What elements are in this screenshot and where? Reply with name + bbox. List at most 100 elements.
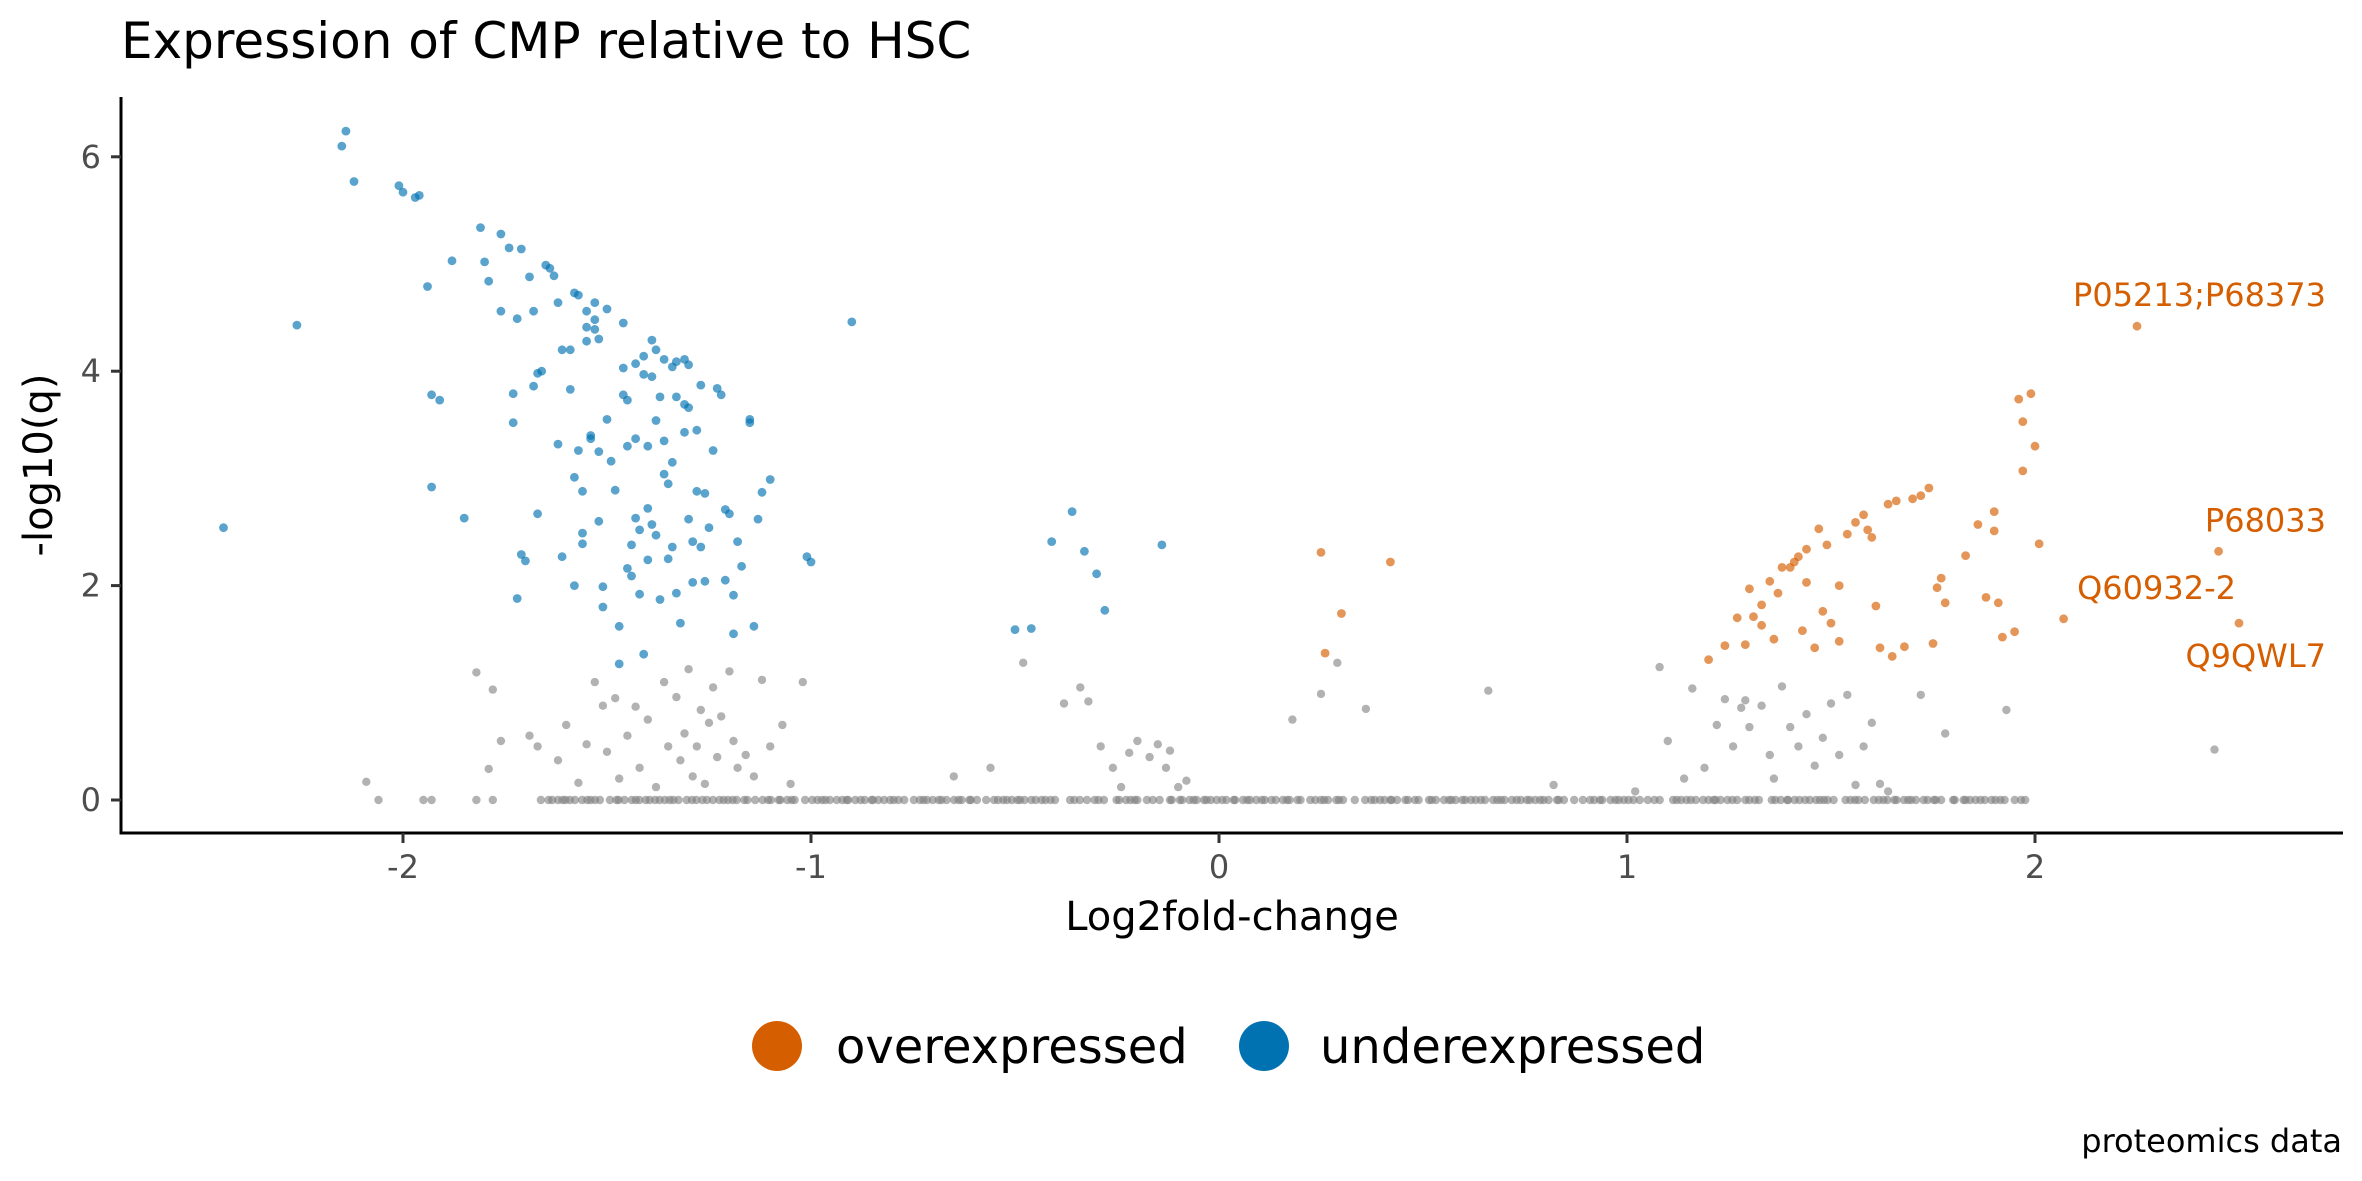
data-point-not-significant [766,742,775,751]
data-point-not-significant [844,795,853,805]
data-point-not-significant [1245,795,1255,805]
data-point-not-significant [1076,683,1085,692]
data-point-overexpressed [1961,551,1970,560]
annotation-label: P05213;P68373 [2073,276,2326,314]
data-point-overexpressed [2014,394,2024,404]
data-point-not-significant [1883,787,1893,796]
data-point-underexpressed [508,418,518,428]
data-point-overexpressed [1704,655,1713,664]
legend-key-overexpressed [752,1021,802,1071]
data-point-underexpressed [606,456,616,466]
data-point-not-significant [688,772,697,781]
data-point-underexpressed [394,181,404,191]
data-point-not-significant [1818,733,1828,742]
data-point-not-significant [496,736,506,746]
data-point-overexpressed [1973,520,1983,529]
data-point-overexpressed [1924,483,1934,493]
data-point-underexpressed [582,306,591,316]
data-point-not-significant [874,795,883,805]
x-axis-ticks: -2 -1 0 1 2 [387,833,2045,886]
data-point-overexpressed [1337,609,1346,618]
data-point-overexpressed [1802,578,1811,587]
data-point-not-significant [1892,795,1901,805]
data-point-underexpressed [663,554,673,564]
y-axis-label: -log10(q) [16,374,62,557]
data-point-not-significant [1361,795,1370,805]
data-point-not-significant [676,756,685,765]
data-point-underexpressed [219,523,228,533]
data-point-underexpressed [651,530,661,540]
data-point-underexpressed [1067,507,1077,516]
data-point-not-significant [635,763,644,772]
data-point-overexpressed [1749,612,1758,622]
data-point-not-significant [700,779,710,789]
data-point-underexpressed [708,446,718,455]
data-point-underexpressed [565,345,575,355]
data-point-not-significant [776,795,785,805]
data-point-not-significant [778,720,787,730]
data-point-not-significant [1720,695,1730,704]
data-point-not-significant [1794,742,1803,751]
data-point-underexpressed [688,537,698,546]
data-point-underexpressed [435,395,445,405]
data-point-underexpressed [557,552,567,562]
data-point-underexpressed [631,513,640,523]
data-point-not-significant [1178,795,1187,805]
data-point-overexpressed [1720,641,1730,650]
data-point-not-significant [598,701,608,710]
data-point-not-significant [1222,795,1231,805]
data-point-not-significant [484,764,493,774]
data-point-not-significant [635,795,644,805]
data-point-overexpressed [1859,510,1868,520]
data-point-overexpressed [1916,491,1926,500]
data-point-not-significant [1784,795,1793,805]
data-point-overexpressed [2214,546,2224,556]
data-point-underexpressed [570,472,579,482]
data-point-not-significant [1414,795,1423,805]
data-point-not-significant [1075,795,1085,805]
data-point-underexpressed [570,581,579,590]
data-point-not-significant [590,677,599,687]
data-point-underexpressed [1080,546,1089,556]
data-point-underexpressed [618,363,628,373]
data-point-overexpressed [1834,581,1844,590]
data-point-not-significant [1655,795,1664,805]
data-point-not-significant [909,795,919,805]
data-point-underexpressed [696,542,706,552]
data-point-not-significant [1361,704,1371,714]
data-point-underexpressed [847,317,857,327]
data-point-underexpressed [565,385,575,394]
data-point-not-significant [1733,795,1742,805]
data-point-overexpressed [1802,544,1811,554]
data-point-underexpressed [1100,605,1110,615]
data-point-underexpressed [1010,625,1020,634]
data-point-not-significant [894,795,903,805]
data-point-not-significant [1116,782,1126,792]
data-point-not-significant [533,742,542,751]
data-point-not-significant [732,795,741,805]
data-point-not-significant [1629,795,1638,805]
data-point-not-significant [1598,795,1607,805]
data-point-not-significant [1883,795,1892,805]
x-tick-label: -1 [795,848,827,886]
data-point-not-significant [749,772,759,781]
data-point-underexpressed [651,416,661,425]
data-point-not-significant [1096,742,1105,751]
data-point-not-significant [1655,662,1664,672]
data-point-not-significant [602,747,612,756]
data-point-not-significant [1153,740,1163,749]
data-point-not-significant [900,795,909,805]
y-axis-ticks: 0 2 4 6 [81,138,121,819]
data-point-not-significant [1950,795,1959,805]
y-tick-label: 2 [81,567,101,605]
data-point-not-significant [1392,795,1402,805]
data-point-not-significant [1757,701,1766,710]
data-point-underexpressed [602,304,612,314]
data-point-underexpressed [655,595,665,604]
data-point-not-significant [548,795,557,805]
data-point-underexpressed [635,589,644,599]
data-point-underexpressed [529,306,538,316]
data-point-underexpressed [659,355,669,364]
data-point-not-significant [1663,736,1673,746]
data-point-not-significant [2002,705,2011,715]
